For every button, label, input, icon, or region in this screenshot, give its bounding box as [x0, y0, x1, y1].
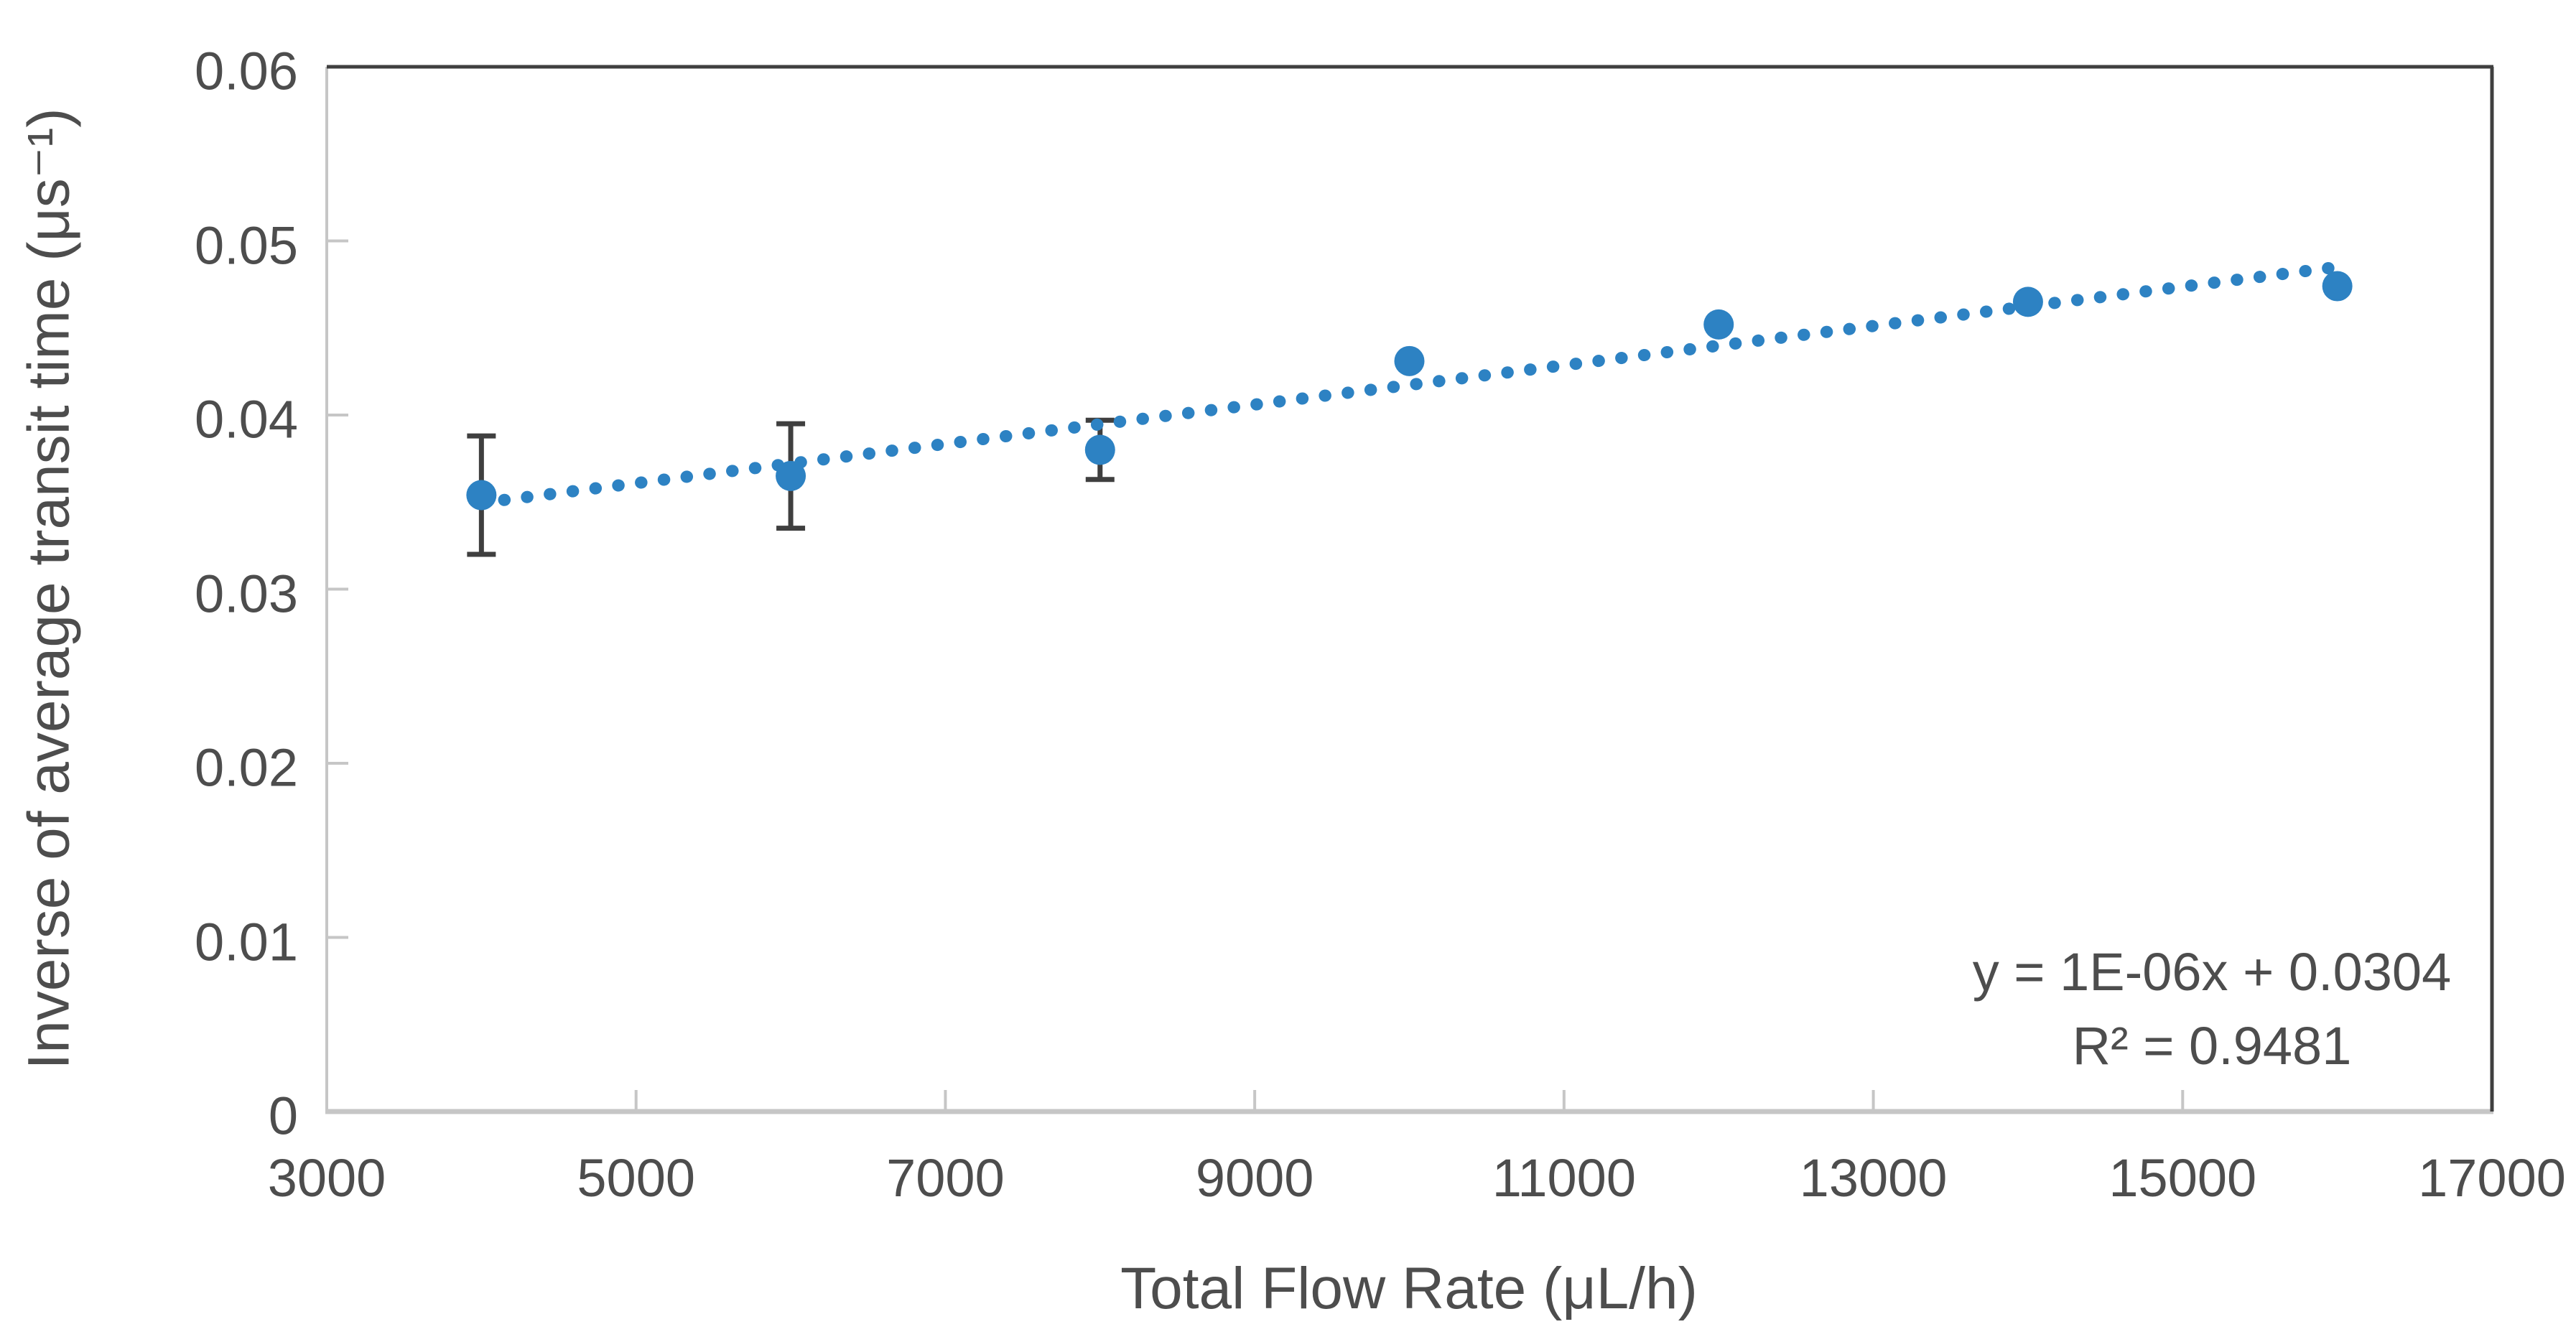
x-tick-label: 9000	[1195, 1148, 1314, 1208]
trendline	[475, 261, 2344, 509]
x-tick-label: 13000	[1799, 1148, 1948, 1208]
y-tick-label: 0.06	[194, 41, 298, 101]
trendline-equation: y = 1E-06x + 0.0304	[1972, 942, 2452, 1002]
data-point-marker	[776, 460, 806, 491]
x-tick-label: 15000	[2108, 1148, 2257, 1208]
y-tick-label: 0.01	[194, 912, 298, 972]
x-tick-label: 3000	[267, 1148, 386, 1208]
x-tick-label: 17000	[2418, 1148, 2566, 1208]
data-point-marker	[1084, 434, 1115, 465]
data-point-marker	[2012, 286, 2043, 317]
data-point-marker	[2322, 271, 2353, 302]
x-tick-label: 5000	[577, 1148, 696, 1208]
data-point-marker	[1703, 309, 1734, 340]
trendline-label: y = 1E-06x + 0.0304 R² = 0.9481	[1925, 935, 2499, 1083]
data-point-marker	[1394, 345, 1425, 376]
trendline-r-squared: R² = 0.9481	[2072, 1016, 2352, 1076]
y-tick-label: 0.03	[194, 564, 298, 623]
x-axis-title: Total Flow Rate (μL/h)	[1120, 1256, 1698, 1321]
y-tick-label: 0	[268, 1086, 298, 1146]
data-point-marker	[466, 480, 497, 511]
y-tick-label: 0.05	[194, 215, 298, 275]
y-tick-label: 0.02	[194, 737, 298, 798]
x-tick-label: 7000	[886, 1148, 1005, 1208]
y-axis-title: Inverse of average transit time (μs⁻¹)	[16, 108, 82, 1070]
x-tick-label: 11000	[1492, 1148, 1636, 1208]
y-tick-label: 0.04	[194, 389, 298, 449]
